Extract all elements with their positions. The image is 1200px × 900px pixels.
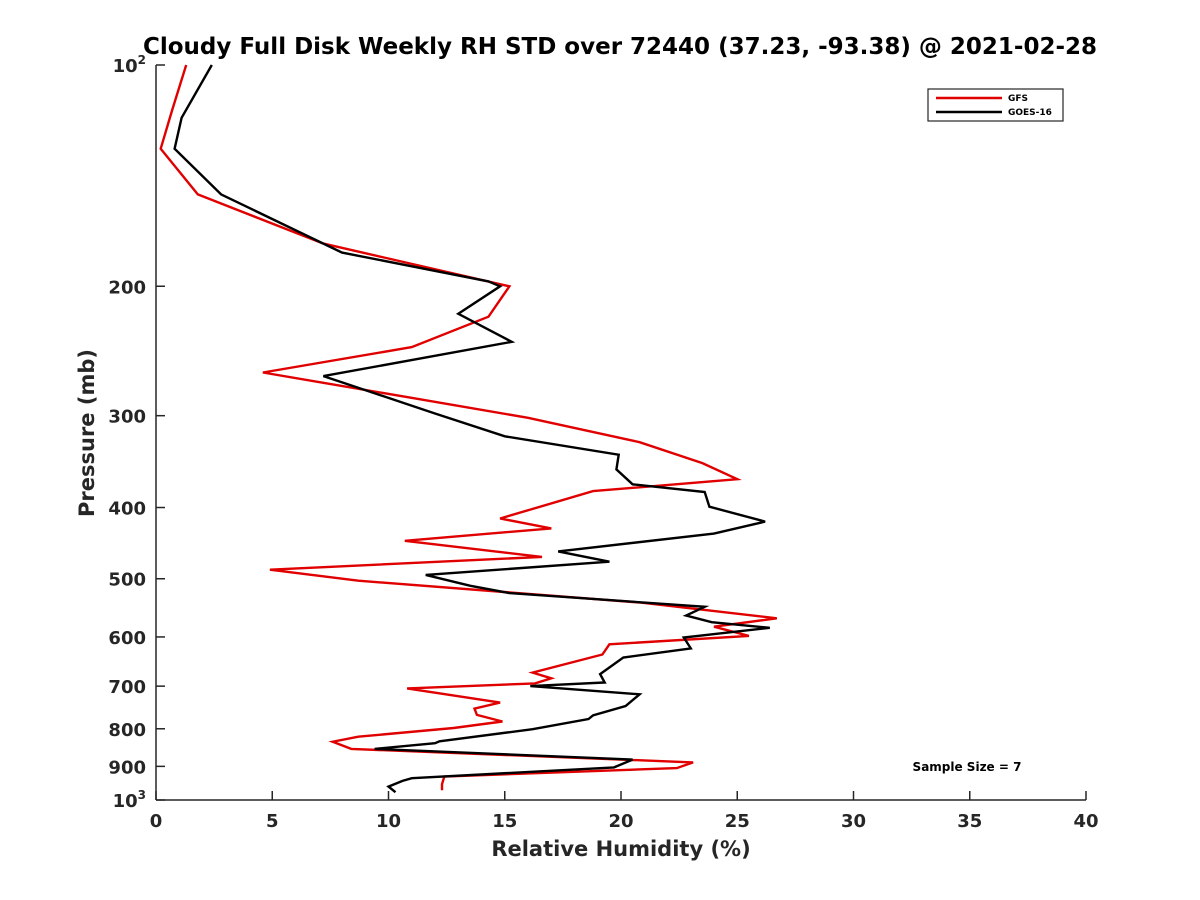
x-axis-label: Relative Humidity (%) <box>491 837 750 861</box>
x-tick-label: 35 <box>957 811 982 832</box>
y-tick-label: 900 <box>108 757 146 778</box>
sample-size-annotation: Sample Size = 7 <box>913 760 1022 774</box>
y-tick-label: 102 <box>113 53 146 77</box>
y-axis-label: Pressure (mb) <box>75 349 99 517</box>
x-tick-label: 30 <box>841 811 866 832</box>
x-tick-label: 10 <box>376 811 401 832</box>
series-line-goes-16 <box>173 64 770 794</box>
y-tick-label: 700 <box>108 677 146 698</box>
y-tick-label: 500 <box>108 570 146 591</box>
legend-label: GFS <box>1008 94 1028 104</box>
y-tick-label: 103 <box>113 788 146 812</box>
legend: GFS GOES-16 <box>927 88 1064 122</box>
x-tick-label: 25 <box>725 811 750 832</box>
y-tick-label: 200 <box>108 277 146 298</box>
legend-box <box>927 88 1064 122</box>
series-line-gfs <box>159 64 777 791</box>
legend-label: GOES-16 <box>1008 108 1052 118</box>
x-tick-label: 20 <box>608 811 633 832</box>
chart-title: Cloudy Full Disk Weekly RH STD over 7244… <box>143 34 1097 60</box>
x-tick-label: 40 <box>1073 811 1098 832</box>
y-tick-label: 600 <box>108 628 146 649</box>
y-tick-label: 400 <box>108 499 146 520</box>
x-tick-label: 15 <box>492 811 517 832</box>
y-ticks: 102 200 300 400 500 600 700 800 900 103 <box>108 53 165 812</box>
y-tick-label: 800 <box>108 720 146 741</box>
x-ticks: 0 5 10 15 20 25 30 35 40 <box>150 791 1099 832</box>
series-group <box>159 64 777 794</box>
y-tick-label: 300 <box>108 407 146 428</box>
x-tick-label: 5 <box>266 811 279 832</box>
x-tick-label: 0 <box>150 811 163 832</box>
plot-area: 0 5 10 15 20 25 30 35 40 102 200 300 400 500 600 700 80… <box>108 53 1098 832</box>
